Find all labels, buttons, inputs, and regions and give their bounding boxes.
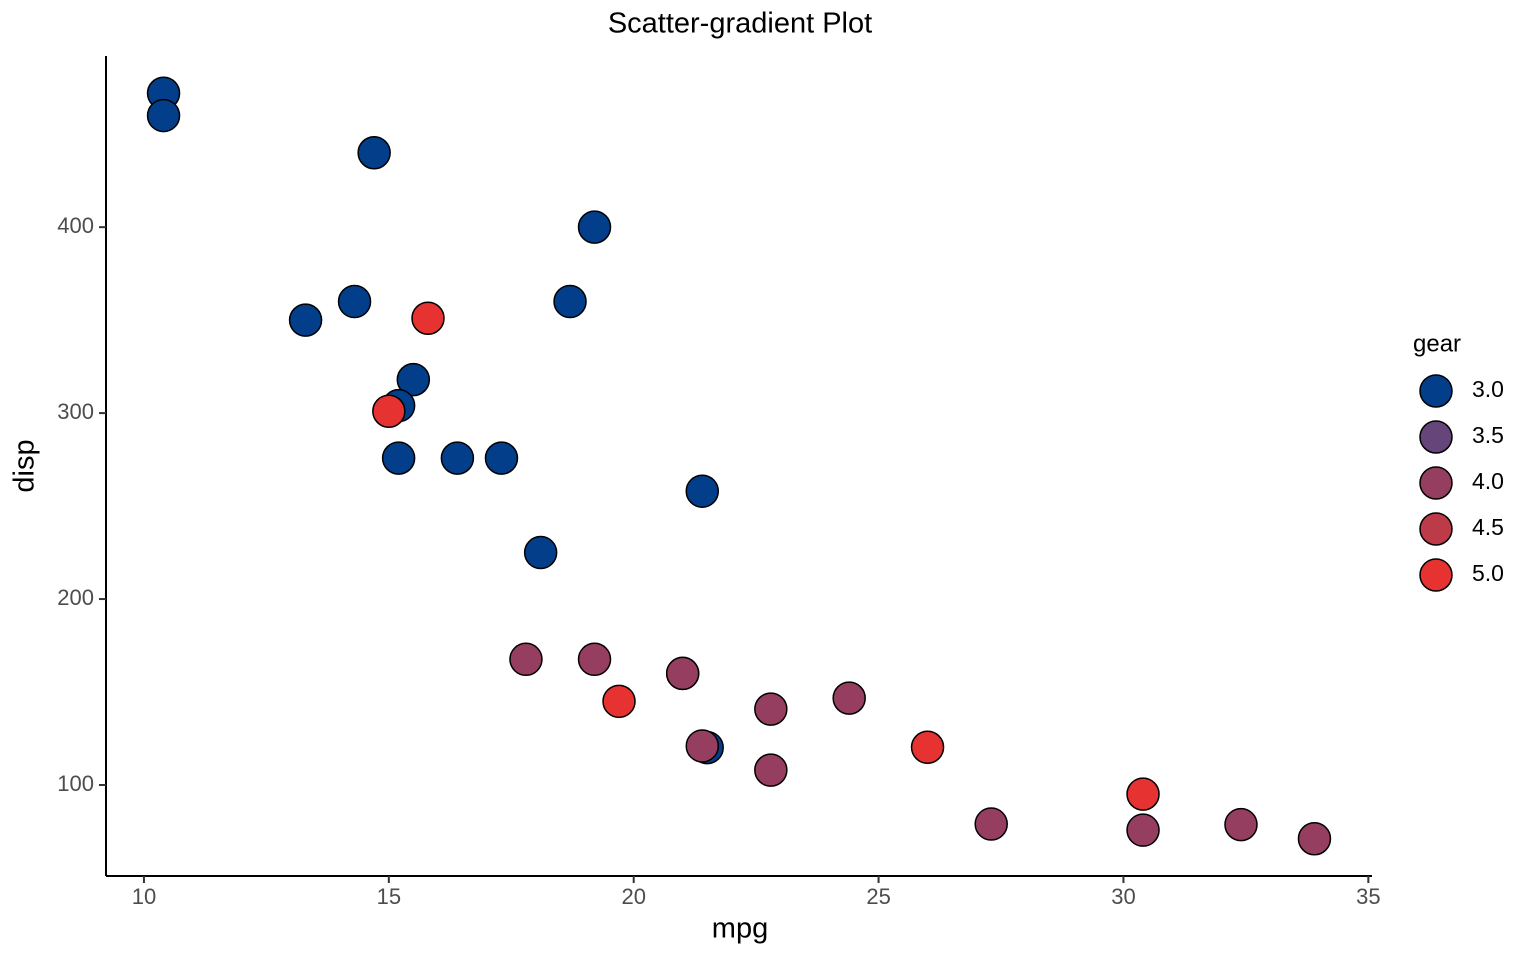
legend-label: 3.0 bbox=[1472, 376, 1504, 402]
point bbox=[685, 729, 720, 763]
point bbox=[685, 474, 720, 508]
x-tick-label: 35 bbox=[1356, 884, 1380, 909]
point bbox=[357, 136, 391, 170]
x-tick-label: 30 bbox=[1111, 884, 1135, 909]
point bbox=[411, 301, 445, 336]
legend-key bbox=[1419, 374, 1453, 408]
legend-key bbox=[1419, 466, 1453, 500]
point bbox=[665, 656, 700, 691]
chart-title: Scatter-gradient Plot bbox=[608, 8, 872, 40]
point bbox=[602, 684, 636, 719]
point bbox=[577, 210, 612, 244]
legend-label: 4.0 bbox=[1472, 468, 1504, 494]
point bbox=[974, 807, 1008, 841]
legend-label: 3.5 bbox=[1472, 422, 1504, 448]
point bbox=[396, 362, 431, 397]
point bbox=[484, 441, 519, 475]
point bbox=[509, 642, 543, 677]
x-tick-label: 20 bbox=[621, 884, 645, 909]
point bbox=[832, 681, 866, 715]
legend-key bbox=[1419, 512, 1453, 546]
legend-title: gear bbox=[1413, 330, 1461, 357]
point bbox=[1297, 821, 1332, 856]
point bbox=[288, 303, 323, 337]
point bbox=[337, 284, 372, 319]
legend-label: 5.0 bbox=[1472, 560, 1504, 586]
point bbox=[146, 98, 181, 133]
point bbox=[523, 535, 558, 570]
x-tick-label: 15 bbox=[377, 884, 401, 909]
point bbox=[754, 692, 788, 726]
point bbox=[1126, 777, 1160, 811]
point bbox=[553, 284, 587, 319]
x-tick-label: 10 bbox=[132, 884, 156, 909]
y-tick-label: 400 bbox=[57, 213, 94, 238]
y-axis-label: disp bbox=[9, 439, 41, 492]
legend-key bbox=[1419, 420, 1453, 454]
point bbox=[381, 441, 416, 475]
point bbox=[1224, 807, 1258, 842]
legend-key bbox=[1419, 558, 1453, 592]
x-axis-label: mpg bbox=[712, 913, 768, 945]
point bbox=[440, 441, 475, 475]
y-tick-label: 200 bbox=[57, 585, 94, 610]
point bbox=[372, 394, 406, 428]
y-tick-label: 300 bbox=[57, 399, 94, 424]
point bbox=[910, 730, 945, 764]
point bbox=[754, 753, 788, 787]
point bbox=[1126, 813, 1160, 847]
x-tick-label: 25 bbox=[866, 884, 890, 909]
legend-label: 4.5 bbox=[1472, 514, 1504, 540]
point bbox=[577, 642, 612, 677]
y-tick-label: 100 bbox=[57, 771, 94, 796]
